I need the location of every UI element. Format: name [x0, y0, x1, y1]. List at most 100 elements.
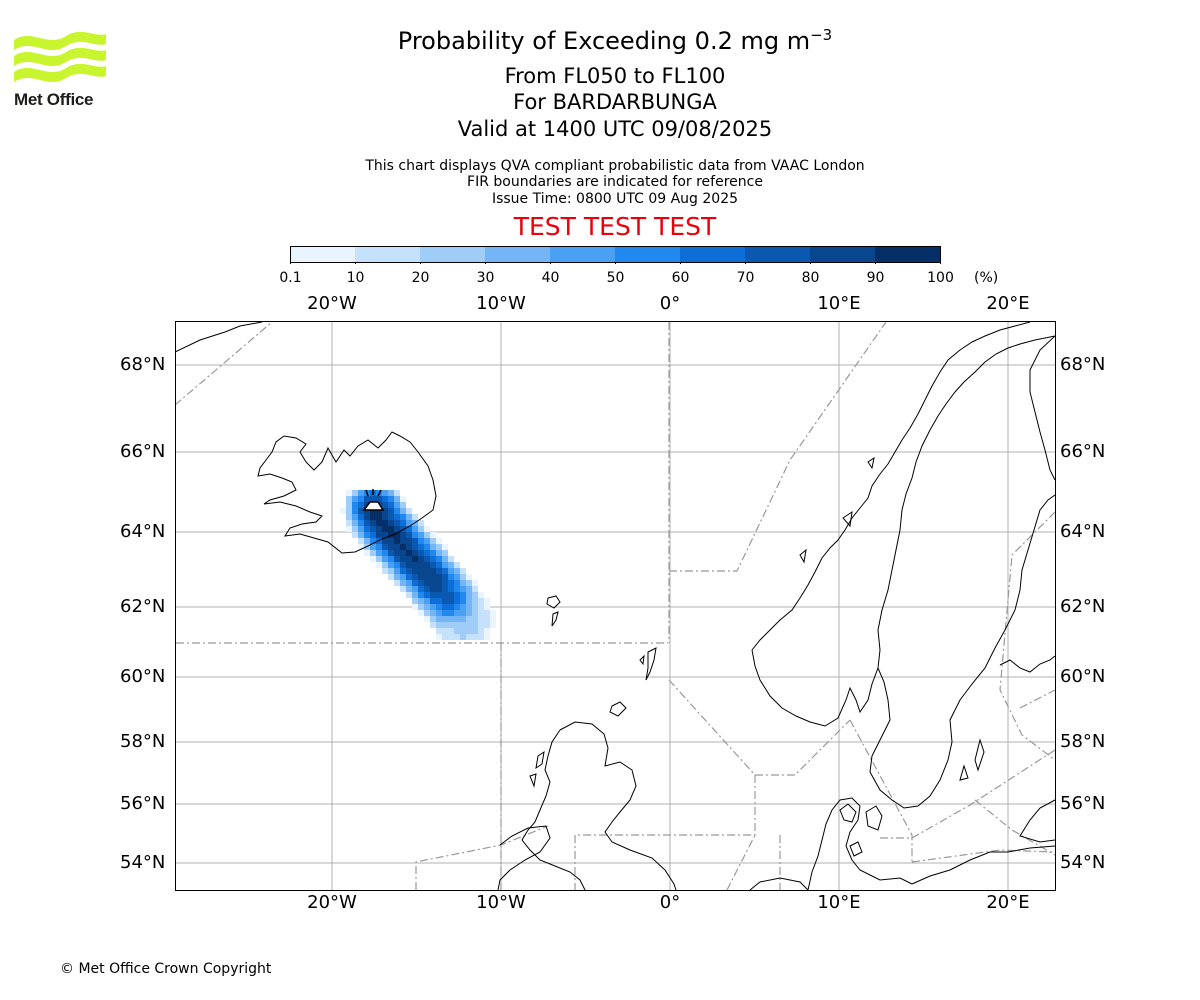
plume-cell: [364, 520, 370, 526]
subtitle-line-2: FIR boundaries are indicated for referen…: [467, 174, 763, 190]
plume-cell: [418, 562, 424, 568]
plume-cell: [352, 520, 358, 526]
plume-cell: [382, 520, 388, 526]
plume-cell: [394, 550, 400, 556]
plume-cell: [400, 580, 406, 586]
plume-cell: [442, 616, 448, 622]
latitude-label-left: 66°N: [120, 441, 166, 462]
plume-cell: [412, 586, 418, 592]
plume-cell: [442, 592, 448, 598]
latitude-label-left: 54°N: [120, 852, 166, 873]
plume-cell: [388, 556, 394, 562]
plume-cell: [418, 532, 424, 538]
longitude-label-bottom: 10°W: [476, 892, 526, 913]
plume-cell: [472, 604, 478, 610]
plume-cell: [406, 556, 412, 562]
latitude-label-left: 62°N: [120, 596, 166, 617]
plume-cell: [460, 604, 466, 610]
colorbar-tick-label: 80: [801, 270, 820, 286]
plume-cell: [352, 490, 358, 496]
plume-cell: [430, 604, 436, 610]
longitude-label-bottom: 10°E: [817, 892, 861, 913]
met-office-logo-text: Met Office: [14, 90, 94, 109]
latitude-label-left: 68°N: [120, 354, 166, 375]
plume-cell: [484, 622, 490, 628]
plume-cell: [454, 628, 460, 634]
plume-cell: [418, 604, 424, 610]
plume-cell: [484, 628, 490, 634]
plume-cell: [460, 610, 466, 616]
plume-cell: [400, 562, 406, 568]
plume-cell: [352, 514, 358, 520]
colorbar-cell: [290, 246, 355, 263]
plume-cell: [340, 508, 346, 514]
plume-cell: [406, 520, 412, 526]
plume-cell: [400, 538, 406, 544]
plume-cell: [442, 634, 448, 640]
plume-cell: [400, 574, 406, 580]
plume-cell: [388, 496, 394, 502]
plume-cell: [448, 568, 454, 574]
plume-cell: [460, 574, 466, 580]
plume-cell: [388, 562, 394, 568]
plume-cell: [472, 616, 478, 622]
plume-cell: [436, 544, 442, 550]
plume-cell: [388, 490, 394, 496]
plume-cell: [394, 502, 400, 508]
plume-cell: [430, 544, 436, 550]
longitude-label-top: 20°W: [307, 293, 357, 314]
plume-cell: [358, 520, 364, 526]
plume-cell: [352, 532, 358, 538]
plume-cell: [400, 514, 406, 520]
plume-cell: [490, 610, 496, 616]
plume-cell: [382, 490, 388, 496]
plume-cell: [406, 592, 412, 598]
plume-cell: [412, 550, 418, 556]
plume-cell: [472, 610, 478, 616]
plume-cell: [430, 616, 436, 622]
plume-cell: [388, 520, 394, 526]
plume-cell: [424, 526, 430, 532]
colorbar-tick-label: 20: [411, 270, 430, 286]
plume-cell: [394, 526, 400, 532]
latitude-label-right: 66°N: [1060, 441, 1106, 462]
plume-cell: [394, 562, 400, 568]
plume-cell: [364, 514, 370, 520]
plume-cell: [352, 502, 358, 508]
latitude-label-left: 58°N: [120, 731, 166, 752]
plume-cell: [436, 586, 442, 592]
plume-cell: [448, 598, 454, 604]
plume-cell: [460, 568, 466, 574]
plume-cell: [442, 628, 448, 634]
longitude-label-bottom: 20°E: [986, 892, 1030, 913]
plume-cell: [448, 628, 454, 634]
plume-cell: [376, 550, 382, 556]
plume-cell: [418, 586, 424, 592]
plume-cell: [424, 598, 430, 604]
plume-cell: [382, 538, 388, 544]
plume-cell: [358, 496, 364, 502]
plume-cell: [400, 556, 406, 562]
plume-cell: [370, 544, 376, 550]
plume-cell: [412, 544, 418, 550]
plume-cell: [460, 598, 466, 604]
plume-cell: [400, 550, 406, 556]
colorbar-cell: [810, 246, 875, 263]
plume-cell: [394, 574, 400, 580]
plume-cell: [400, 526, 406, 532]
plume-cell: [388, 550, 394, 556]
plume-cell: [436, 574, 442, 580]
plume-cell: [388, 544, 394, 550]
plume-cell: [358, 514, 364, 520]
plume-cell: [430, 532, 436, 538]
plume-cell: [448, 586, 454, 592]
plume-cell: [454, 568, 460, 574]
plume-cell: [460, 586, 466, 592]
plume-cell: [358, 490, 364, 496]
plume-cell: [478, 622, 484, 628]
plume-cell: [382, 556, 388, 562]
plume-cell: [430, 574, 436, 580]
plume-cell: [370, 538, 376, 544]
plume-cell: [382, 502, 388, 508]
plume-cell: [358, 526, 364, 532]
